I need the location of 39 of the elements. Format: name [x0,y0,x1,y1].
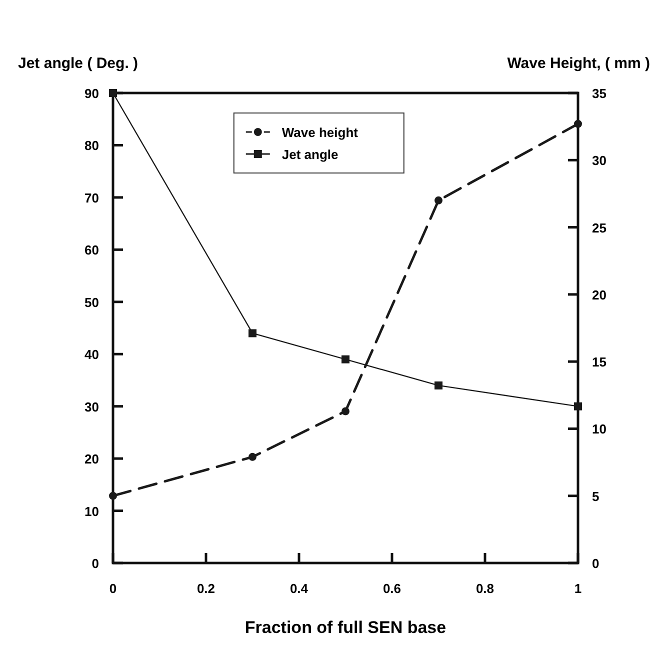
point [342,355,350,364]
y2-axis-title: Wave Height, ( mm ) [507,55,650,72]
y2-tick-label: 0 [592,556,600,571]
y-tick-label: 30 [84,399,99,414]
point [109,89,117,97]
y-axis-title: Jet angle ( Deg. ) [18,55,138,72]
y-tick-label: 80 [84,138,99,154]
point [434,381,442,390]
y-tick-label: 50 [84,294,99,310]
x-tick-label: 0.8 [476,581,494,596]
x-tick-label: 0.2 [196,581,216,596]
y2-tick-label: 30 [592,153,606,168]
y-tick-label: 20 [84,452,99,467]
point [342,407,350,416]
legend-label: Wave height [282,125,359,140]
point [248,452,256,461]
y-tick-label: 90 [84,86,99,101]
x-tick-label: 0.4 [290,581,309,596]
y-tick-label: 70 [84,190,99,206]
y2-tick-label: 20 [592,287,606,302]
point [574,120,582,128]
point [434,196,442,204]
y-tick-label: 0 [92,556,99,571]
y2-tick-label: 15 [592,354,606,370]
x-axis-title: Fraction of full SEN base [244,618,446,637]
x-tick-label: 0 [109,581,117,596]
legend-label: Jet angle [282,147,338,162]
y2-tick-label: 5 [592,488,600,504]
x-tick-label: 1 [574,581,582,596]
point [109,492,117,500]
y-tick-label: 10 [84,504,99,519]
y2-tick-label: 25 [592,220,606,236]
y2-tick-label: 35 [592,86,606,101]
point [248,329,256,338]
x-tick-label: 0.6 [382,581,402,596]
point [574,402,582,410]
y-tick-label: 40 [84,347,99,362]
y2-tick-label: 10 [592,422,606,437]
y-tick-label: 60 [84,242,99,258]
